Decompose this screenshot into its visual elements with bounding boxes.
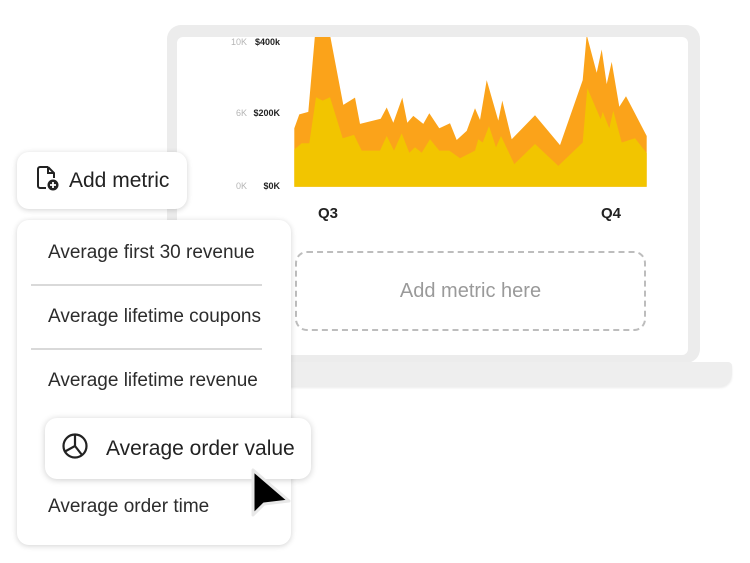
menu-item[interactable]: Average lifetime coupons bbox=[48, 306, 261, 327]
file-add-icon bbox=[35, 165, 59, 196]
menu-item[interactable]: Average order time bbox=[48, 496, 210, 517]
menu-item[interactable]: Average first 30 revenue bbox=[48, 242, 255, 263]
y-tick-left: 6K bbox=[235, 108, 247, 118]
menu-item-highlighted[interactable]: Average order value bbox=[45, 418, 311, 479]
area-chart bbox=[294, 37, 647, 187]
dropzone-label: Add metric here bbox=[399, 279, 542, 302]
laptop-base bbox=[255, 362, 732, 386]
menu-item[interactable]: Average lifetime revenue bbox=[48, 370, 258, 391]
pie-chart-icon bbox=[61, 432, 89, 465]
add-metric-button[interactable]: Add metric bbox=[17, 152, 187, 209]
metric-menu: Average first 30 revenue Average lifetim… bbox=[17, 220, 291, 545]
divider bbox=[31, 348, 262, 350]
y-tick-right: $0K bbox=[263, 181, 280, 191]
menu-item-label: Average order value bbox=[106, 436, 295, 460]
y-tick-left: 0K bbox=[235, 181, 247, 191]
x-tick-q4: Q4 bbox=[601, 205, 622, 222]
base-area-series bbox=[294, 88, 647, 187]
divider bbox=[31, 284, 262, 286]
y-tick-right: $400k bbox=[254, 37, 280, 47]
mouse-cursor-icon bbox=[249, 467, 293, 526]
add-metric-dropzone[interactable]: Add metric here bbox=[295, 251, 646, 331]
add-metric-label: Add metric bbox=[69, 168, 170, 192]
y-tick-right: $200K bbox=[253, 108, 280, 118]
x-tick-q3: Q3 bbox=[318, 205, 339, 222]
y-tick-left: 10K bbox=[230, 37, 247, 47]
